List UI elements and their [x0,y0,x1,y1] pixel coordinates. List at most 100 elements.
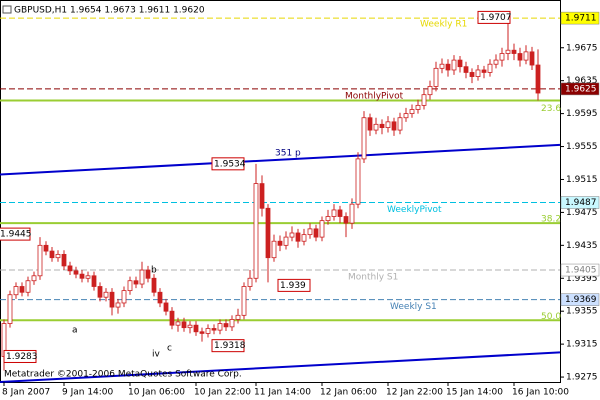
candle-body [403,113,409,119]
extreme-box [277,278,311,292]
x-tick-label: 10 Jan 06:00 [128,388,185,398]
x-tick-label: 8 Jan 2007 [2,388,50,398]
x-tick-label: 11 Jan 14:00 [254,388,311,398]
candle-body [169,310,175,326]
candle-body [187,324,193,329]
candle-body [475,69,481,77]
candle-body [109,291,115,308]
level-label: WeeklyPivot [387,205,442,215]
candle-body [73,270,79,275]
x-tick-label: 10 Jan 22:00 [194,388,251,398]
candle-body [295,232,301,242]
price-tag-label: 1.9711 [565,14,597,24]
candle-body [205,328,211,334]
extreme-box [0,227,31,241]
wave-label: c [167,344,172,354]
candle-body [361,117,367,160]
x-tick-label: 12 Jan 06:00 [320,388,377,398]
candle-body [67,265,73,272]
trend-line [0,351,561,383]
candle-body [313,228,319,238]
price-tag [560,196,600,209]
candle-body [247,277,253,287]
x-tick-label: 15 Jan 14:00 [446,388,503,398]
extreme-box [477,10,511,24]
y-tick-label: 1.9595 [566,109,598,119]
level-label: Weekly S1 [390,302,437,312]
candle-body [307,228,313,236]
y-tick-label: 1.9515 [566,175,598,185]
candle-body [55,253,61,259]
candle-body [49,250,55,259]
extreme-label: 1.939 [280,281,306,291]
level-label: 23.6 [541,104,561,114]
x-tick-label: 12 Jan 22:00 [386,388,443,398]
candle-body [379,123,385,129]
extreme-box [211,157,245,171]
candle-body [157,291,163,304]
candle-body [325,216,331,222]
candle-body [487,63,493,73]
extreme-box [3,349,37,363]
candle-body [445,63,451,71]
candle-body [457,59,463,68]
candle-body [415,104,421,110]
x-tick-label: 9 Jan 14:00 [62,388,114,398]
level-label: Monthly S1 [348,273,398,283]
y-tick-label: 1.9355 [566,307,598,317]
copyright: Metatrader ©2001-2006 MetaQuotes Softwar… [4,370,242,380]
symbol-icon [2,5,12,14]
y-tick-label: 1.9275 [566,373,598,383]
candle-body [217,323,223,331]
candle-body [265,207,271,259]
candle-body [451,59,457,71]
price-tag [560,263,600,277]
candle-body [433,67,439,87]
candle-body [181,321,187,329]
candle-body [7,294,13,324]
candle-body [31,275,37,282]
y-tick-label: 1.9635 [566,76,598,86]
candle-body [319,220,325,238]
price-tag-label: 1.9405 [565,266,597,276]
candle-body [133,280,139,285]
candle-body [289,232,295,238]
candle-body [439,63,445,69]
candle-body [241,286,247,316]
wave-label: iv [152,350,161,360]
candle-body [511,49,517,54]
candle-body [493,59,499,65]
candle-body [463,66,469,73]
trend-label: 351 p [275,148,301,158]
candle-body [163,302,169,312]
x-tick-label: 16 Jan 10:00 [512,388,569,398]
candle-body [13,286,19,296]
candle-body [397,117,403,131]
candle-body [259,183,265,209]
candle-body [481,69,487,73]
candle-body [175,321,181,326]
candle-body [421,94,427,106]
extreme-label: 1.9707 [480,13,512,23]
candle-body [103,291,109,298]
candle-body [43,244,49,252]
extreme-box [211,339,245,353]
plot-frame [0,0,561,383]
candle-body [61,253,67,267]
candle-body [79,273,85,279]
candle-body [343,216,349,224]
candle-body [199,331,205,334]
candle-body [145,269,151,279]
candle-body [91,275,97,287]
candle-body [139,269,145,285]
candle-body [331,209,337,217]
wave-label: b [151,266,157,276]
candle-body [229,319,235,328]
price-tag [560,293,600,306]
price-tag [560,82,600,96]
candle-body [427,86,433,96]
candle-body [469,72,475,77]
trend-line [0,143,561,176]
extreme-label: 1.9534 [214,159,246,169]
